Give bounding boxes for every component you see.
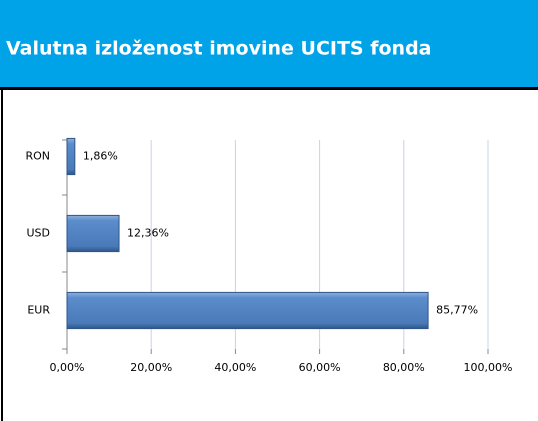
data-label: 1,86%	[83, 150, 118, 163]
data-label: 12,36%	[127, 227, 169, 240]
y-tick-label: EUR	[27, 304, 50, 317]
bar	[66, 214, 120, 253]
x-tick-label: 60,00%	[299, 361, 341, 374]
header-rule	[0, 87, 538, 90]
bar	[66, 137, 76, 176]
chart-title: Valutna izloženost imovine UCITS fonda	[6, 38, 432, 60]
x-tick-label: 0,00%	[50, 361, 85, 374]
bar	[66, 291, 429, 330]
x-tick-label: 20,00%	[130, 361, 172, 374]
x-tick-label: 100,00%	[464, 361, 513, 374]
data-label: 85,77%	[436, 304, 478, 317]
y-tick-label: USD	[26, 227, 50, 240]
x-tick-label: 40,00%	[214, 361, 256, 374]
header-band	[0, 0, 538, 87]
frame-left	[1, 87, 3, 421]
y-tick-label: RON	[25, 150, 50, 163]
x-tick-label: 80,00%	[383, 361, 425, 374]
